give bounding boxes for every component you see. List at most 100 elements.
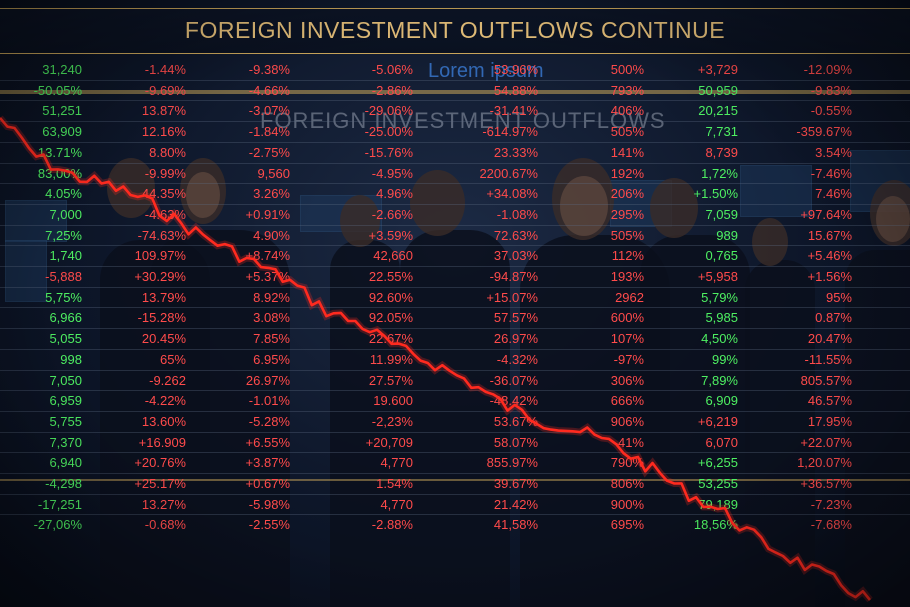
- headline: FOREIGN INVESTMENT OUTFLOWS CONTINUE: [184, 17, 726, 43]
- ticker-cell: 906%: [610, 413, 644, 429]
- ticker-cell: 6.95%: [253, 351, 290, 367]
- ticker-cell: 13.71%: [37, 144, 82, 160]
- ticker-cell: 5,755: [49, 413, 82, 429]
- row-separator: [0, 100, 910, 102]
- ticker-cell: 193%: [610, 269, 644, 284]
- ticker-cell: 6,959: [49, 393, 82, 409]
- ticker-cell: -7.46%: [810, 165, 852, 181]
- ticker-cell: -9.38%: [248, 62, 290, 77]
- ticker-cell: 406%: [610, 103, 644, 119]
- ticker-cell: 4.90%: [253, 227, 290, 243]
- ticker-cell: 12.16%: [141, 124, 186, 140]
- ticker-cell: 26.97%: [493, 331, 538, 347]
- ticker-cell: 57.57%: [493, 310, 538, 326]
- ticker-cell: -25.00%: [364, 124, 413, 140]
- ticker-cell: 6,909: [705, 393, 738, 409]
- ticker-cell: 53,255: [698, 476, 738, 491]
- ticker-cell: 92.60%: [368, 289, 413, 305]
- ticker-cell: -97%: [613, 351, 644, 367]
- ticker-cell: 1,740: [49, 248, 82, 264]
- ticker-cell: 855.97%: [486, 455, 538, 471]
- ticker-cell: 37.03%: [493, 248, 538, 264]
- ticker-cell: 6,966: [49, 310, 82, 326]
- trader-head: [340, 195, 380, 247]
- ticker-cell: +6,255: [697, 455, 738, 471]
- ticker-cell: 6,070: [705, 434, 738, 450]
- ticker-cell: +3,729: [697, 62, 738, 77]
- ticker-cell: 989: [716, 227, 738, 243]
- ticker-cell: -29.06%: [364, 103, 413, 119]
- ticker-cell: 112%: [611, 248, 644, 264]
- row-separator: [0, 369, 910, 371]
- ticker-cell: 3.54%: [815, 144, 852, 160]
- ticker-cell: 83,00%: [37, 165, 82, 181]
- ticker-strip: [0, 90, 910, 94]
- ticker-cell: 5,055: [49, 331, 82, 347]
- ticker-cell: +0.67%: [245, 476, 290, 491]
- ticker-cell: 505%: [610, 227, 644, 243]
- headline-banner: [0, 8, 910, 54]
- row-separator: [0, 266, 910, 267]
- ticker-cell: 13.60%: [141, 413, 186, 429]
- row-separator: [0, 307, 910, 309]
- trader-silhouette: [330, 240, 400, 607]
- ticker-cell: 7.85%: [253, 331, 290, 347]
- ticker-cell: 46.57%: [807, 393, 852, 409]
- ticker-cell: -1.01%: [248, 393, 290, 409]
- ticker-cell: -15.76%: [364, 144, 413, 160]
- ticker-cell: -9.83%: [810, 82, 852, 98]
- ticker-cell: 7.46%: [815, 186, 852, 202]
- background-sign-text: Lorem ipsum: [428, 60, 544, 82]
- ticker-cell: 17.95%: [807, 413, 852, 429]
- ticker-cell: 790%: [610, 455, 644, 471]
- ticker-cell: 51,251: [42, 103, 82, 119]
- ticker-cell: -5.98%: [248, 496, 290, 512]
- background-monitor: [5, 200, 67, 242]
- ticker-cell: -2.55%: [248, 517, 290, 533]
- ticker-cell: -94.87%: [489, 269, 538, 284]
- ticker-cell: 19.600: [373, 393, 413, 409]
- ticker-cell: 1,20.07%: [797, 455, 852, 471]
- ticker-cell: 31,240: [42, 62, 82, 77]
- ticker-cell: 107%: [610, 331, 644, 347]
- ticker-cell: 141%: [610, 144, 644, 160]
- row-separator: [0, 224, 910, 226]
- ticker-cell: 22.55%: [368, 269, 413, 284]
- ticker-cell: -5.06%: [371, 62, 413, 77]
- ticker-cell: 9,560: [257, 165, 290, 181]
- trend-line-glow: [0, 115, 873, 603]
- trader-face: [560, 176, 608, 236]
- ticker-cell: 109.97%: [134, 248, 186, 264]
- ticker-cell: 4,770: [380, 455, 413, 471]
- trader-silhouette: [745, 260, 815, 607]
- ticker-cell: 0,765: [705, 248, 738, 264]
- ticker-cell: 192%: [610, 165, 644, 181]
- ticker-cell: -3.07%: [248, 103, 290, 119]
- ticker-cell: 666%: [610, 393, 644, 409]
- ticker-cell: -2.75%: [248, 144, 290, 160]
- ticker-cell: -2.86%: [371, 82, 413, 98]
- ticker-cell: 13.27%: [141, 496, 186, 512]
- ticker-cell: 15.67%: [807, 227, 852, 243]
- trader-head: [650, 178, 698, 238]
- ticker-cell: 306%: [610, 372, 644, 388]
- ticker-cell: 7,731: [705, 124, 738, 140]
- ticker-cell: 900%: [610, 496, 644, 512]
- ticker-cell: 806%: [610, 476, 644, 491]
- ticker-cell: -9.99%: [144, 165, 186, 181]
- ticker-cell: -2,23%: [371, 413, 413, 429]
- ticker-cell: 11.99%: [369, 351, 413, 367]
- ticker-cell: 7,059: [705, 206, 738, 222]
- ticker-cell: 7,89%: [701, 372, 738, 388]
- ticker-cell: 20.47%: [807, 331, 852, 347]
- ticker-cell: -17,251: [37, 496, 82, 512]
- ticker-cell: +0.91%: [245, 206, 290, 222]
- row-separator: [0, 348, 910, 350]
- ticker-cell: 0.87%: [815, 310, 852, 326]
- row-separator: [0, 493, 910, 495]
- ticker-cell: -50.05%: [33, 82, 82, 98]
- ticker-cell: -5,888: [45, 269, 82, 284]
- background-monitor: [5, 240, 47, 302]
- ticker-cell: 2200.67%: [479, 165, 538, 181]
